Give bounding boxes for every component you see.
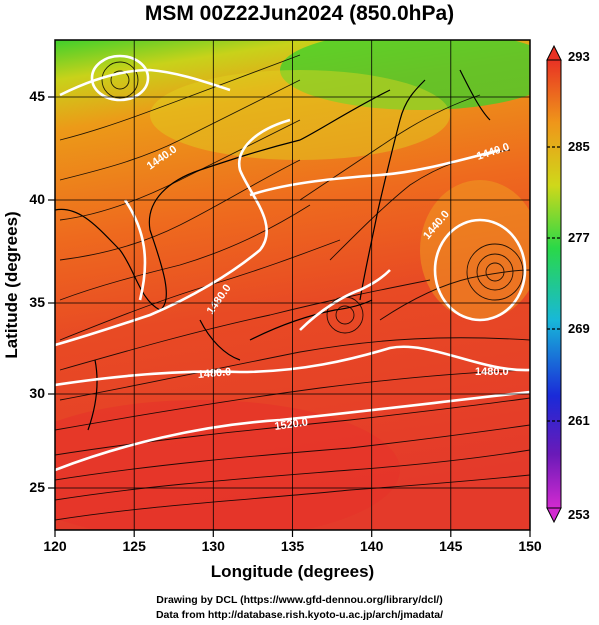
contour-label: 1520.0	[274, 416, 309, 433]
contour-1480	[55, 345, 530, 387]
x-tick-label: 135	[281, 538, 305, 554]
y-tick-label: 25	[29, 479, 45, 495]
cool-region	[150, 70, 450, 160]
colorbar-tick-label: 277	[568, 230, 590, 245]
cool-region	[280, 40, 530, 110]
y-tick-label: 40	[29, 191, 45, 207]
kyushu	[199, 319, 241, 361]
contour-1440c	[123, 199, 147, 301]
x-axis-label: Longitude (degrees)	[211, 562, 374, 581]
map-title: MSM 00Z22Jun2024 (850.0hPa)	[144, 2, 455, 25]
y-axis-label: Latitude (degrees)	[2, 211, 21, 358]
colorbar-tick-label: 253	[568, 507, 590, 522]
colorbar-ticks	[547, 146, 561, 422]
colorbar: 293 285 277 269 261 253	[546, 44, 590, 524]
x-tick-marks	[54, 530, 531, 537]
colorbar-tick-label: 293	[568, 49, 590, 64]
low-contour	[90, 54, 150, 102]
colorbar-tick-label: 285	[568, 139, 590, 154]
colorbar-tick-label: 269	[568, 321, 590, 336]
x-tick-labels: 120 125 130 135 140 145 150	[43, 538, 542, 554]
contour-1480b	[55, 118, 291, 347]
contour-1440	[59, 68, 231, 97]
colorbar-tick-label: 261	[568, 413, 590, 428]
colorbar-bottom-arrow	[546, 507, 562, 524]
map-panel: 1440.0 1480.0 1480.0 1480.0 1520.0 1440.…	[2, 39, 542, 581]
low-contour	[433, 218, 527, 322]
y-tick-labels: 25 30 35 40 45	[29, 88, 45, 495]
y-tick-label: 45	[29, 88, 45, 104]
colorbar-scale	[546, 59, 562, 509]
credit-drawing: Drawing by DCL (https://www.gfd-dennou.o…	[156, 594, 443, 606]
colorbar-top-arrow	[546, 44, 562, 61]
height-contours	[55, 54, 530, 472]
sakhalin-kuril	[459, 69, 491, 121]
y-tick-label: 35	[29, 294, 45, 310]
x-tick-label: 125	[123, 538, 147, 554]
x-tick-label: 150	[518, 538, 542, 554]
y-tick-label: 30	[29, 385, 45, 401]
contour-1520	[55, 390, 530, 472]
x-tick-label: 130	[202, 538, 226, 554]
y-tick-marks	[48, 96, 55, 489]
credit-data: Data from http://database.rish.kyoto-u.a…	[155, 609, 444, 621]
contour-label: 1480.0	[475, 366, 509, 378]
lat-lon-grid	[55, 40, 530, 530]
x-tick-label: 120	[43, 538, 67, 554]
japan-south-coast	[249, 299, 373, 341]
asia-coast	[55, 89, 391, 311]
warm-region	[55, 400, 400, 530]
x-tick-label: 145	[439, 538, 463, 554]
x-tick-label: 140	[360, 538, 384, 554]
contour-1480c	[299, 269, 391, 331]
contour-label: 1480.0	[197, 366, 232, 381]
contour-1440b	[249, 148, 501, 197]
